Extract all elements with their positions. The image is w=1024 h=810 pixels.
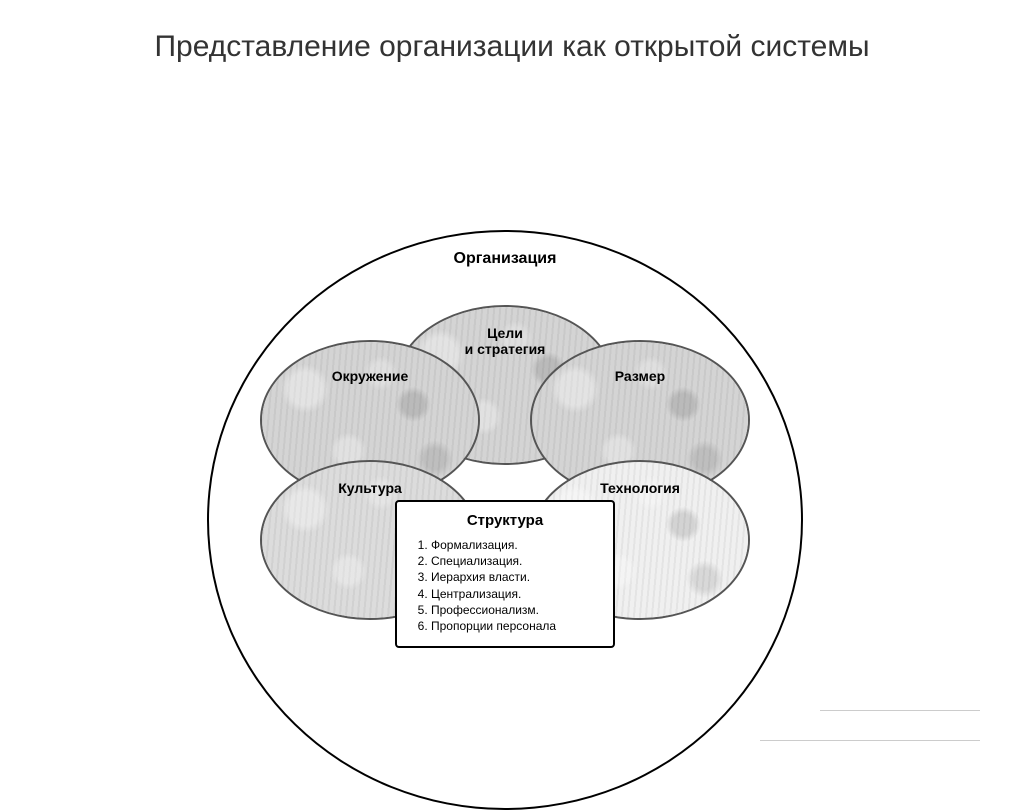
structure-list-item: Формализация. <box>431 537 597 553</box>
scan-noise <box>760 740 980 741</box>
structure-list-item: Централизация. <box>431 586 597 602</box>
ellipse-size-label: Размер <box>532 368 748 384</box>
organization-label: Организация <box>425 250 585 268</box>
structure-list-item: Специализация. <box>431 553 597 569</box>
organization-diagram: Организация Целии стратегия Окружение Ра… <box>0 100 1024 767</box>
structure-list-item: Иерархия власти. <box>431 569 597 585</box>
structure-box-title: Структура <box>413 512 597 529</box>
structure-box: Структура Формализация.Специализация.Иер… <box>395 500 615 648</box>
ellipse-okr-label: Окружение <box>262 368 478 384</box>
ellipse-tech-label: Технология <box>532 480 748 496</box>
page-title: Представление организации как открытой с… <box>0 30 1024 64</box>
structure-box-list: Формализация.Специализация.Иерархия влас… <box>431 537 597 634</box>
scan-noise <box>820 710 980 711</box>
structure-list-item: Профессионализм. <box>431 602 597 618</box>
ellipse-culture-label: Культура <box>262 480 478 496</box>
structure-list-item: Пропорции персонала <box>431 618 597 634</box>
